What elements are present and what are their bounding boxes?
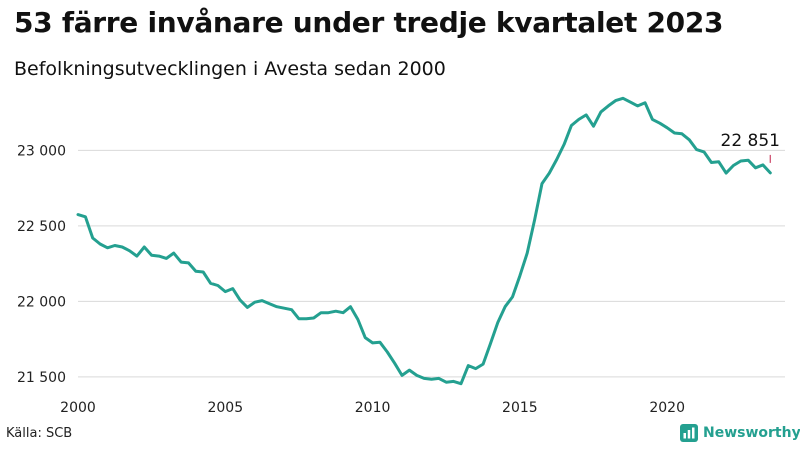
- brand-name: Newsworthy: [703, 425, 800, 441]
- y-tick-label-22500: 22 500: [17, 219, 66, 235]
- x-tick-label-2000: 2000: [60, 400, 96, 416]
- y-tick-label-23000: 23 000: [17, 143, 66, 159]
- x-tick-labels: 2000 2005 2010 2015 2020: [60, 400, 685, 416]
- chart-subtitle: Befolkningsutvecklingen i Avesta sedan 2…: [14, 58, 446, 80]
- brand-logo[interactable]: Newsworthy: [680, 424, 800, 442]
- chart-title: 53 färre invånare under tredje kvartalet…: [14, 6, 724, 39]
- x-tick-label-2010: 2010: [355, 400, 391, 416]
- source-label: Källa: SCB: [6, 426, 73, 441]
- newsworthy-chart-icon: [680, 424, 698, 442]
- x-tick-label-2020: 2020: [649, 400, 685, 416]
- x-tick-label-2005: 2005: [207, 400, 243, 416]
- series-line-befolkning: [76, 96, 772, 386]
- y-tick-labels: 21 500 22 000 22 500 23 000: [17, 143, 66, 386]
- x-tick-label-2015: 2015: [502, 400, 538, 416]
- annotation-label: 22 851: [721, 131, 780, 151]
- gridlines: [78, 149, 785, 378]
- y-tick-label-22000: 22 000: [17, 294, 66, 310]
- y-tick-label-21500: 21 500: [17, 370, 66, 386]
